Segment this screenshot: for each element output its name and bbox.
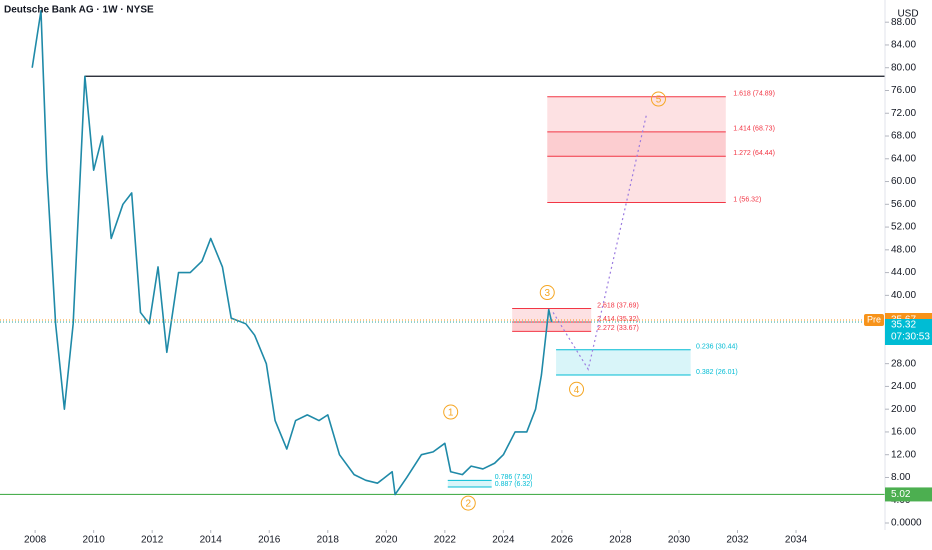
wave-label: 1 xyxy=(448,408,454,419)
last-tag-label: 35.32 xyxy=(891,320,916,331)
y-tick-label: 88.00 xyxy=(891,17,916,28)
projection-line xyxy=(552,113,648,371)
fib-label: 2.272 (33.67) xyxy=(597,325,639,332)
last-tag xyxy=(885,318,932,345)
x-tick-label: 2020 xyxy=(375,535,398,546)
fib-label: 0.786 (7.50) xyxy=(495,474,533,481)
x-tick-label: 2008 xyxy=(24,535,47,546)
x-tick-label: 2010 xyxy=(83,535,106,546)
y-tick-label: 8.00 xyxy=(891,472,911,483)
price-tag-label: 5.02 xyxy=(891,489,911,500)
y-tick-label: 44.00 xyxy=(891,267,916,278)
y-tick-label: 0.0000 xyxy=(891,518,922,529)
y-tick-label: 76.00 xyxy=(891,85,916,96)
y-tick-label: 48.00 xyxy=(891,244,916,255)
fib-label: 0.236 (30.44) xyxy=(696,344,738,351)
wave-label: 5 xyxy=(656,95,662,106)
y-tick-label: 56.00 xyxy=(891,199,916,210)
x-tick-label: 2034 xyxy=(785,535,808,546)
pre-badge-label: Pre xyxy=(867,314,881,324)
y-tick-label: 60.00 xyxy=(891,176,916,187)
fib-band xyxy=(512,321,592,332)
chart-title: Deutsche Bank AG · 1W · NYSE xyxy=(4,5,154,16)
wave-marker xyxy=(569,381,585,397)
x-tick-label: 2024 xyxy=(492,535,515,546)
fib-band xyxy=(447,480,492,488)
y-tick-label: 28.00 xyxy=(891,358,916,369)
price-tag xyxy=(885,487,932,502)
fib-band xyxy=(547,131,726,157)
wave-label: 2 xyxy=(465,499,471,510)
x-tick-label: 2030 xyxy=(668,535,691,546)
fib-label: 2.414 (35.32) xyxy=(597,316,639,323)
fib-label: 1.414 (68.73) xyxy=(733,126,775,133)
fib-band xyxy=(547,156,726,203)
x-tick-label: 2014 xyxy=(200,535,223,546)
y-tick-label: 12.00 xyxy=(891,449,916,460)
x-tick-label: 2028 xyxy=(609,535,632,546)
y-tick-label: 52.00 xyxy=(891,222,916,233)
y-tick-label: 84.00 xyxy=(891,40,916,51)
x-tick-label: 2016 xyxy=(258,535,281,546)
fib-band xyxy=(556,349,691,375)
y-tick-label: 72.00 xyxy=(891,108,916,119)
wave-label: 4 xyxy=(574,385,580,396)
fib-label: 0.382 (26.01) xyxy=(696,369,738,376)
y-tick-label: 64.00 xyxy=(891,153,916,164)
price-line xyxy=(31,10,553,496)
fib-band xyxy=(547,96,726,132)
fib-label: 1.272 (64.44) xyxy=(733,150,775,157)
plot-area: 1.618 (74.89) 1.414 (68.73) 1.272 (64.44) 1… xyxy=(0,10,885,511)
wave-marker xyxy=(443,404,459,420)
x-tick-label: 2022 xyxy=(434,535,457,546)
fib-label: 1.618 (74.89) xyxy=(733,91,775,98)
fib-label: 0.887 (6.32) xyxy=(495,481,533,488)
currency: USD xyxy=(897,9,918,20)
y-tick-label: 40.00 xyxy=(891,290,916,301)
y-tick-label: 68.00 xyxy=(891,131,916,142)
fib-label: 1 (56.32) xyxy=(733,196,761,203)
x-tick-label: 2032 xyxy=(726,535,749,546)
wave-marker xyxy=(650,91,666,107)
x-tick-label: 2026 xyxy=(551,535,574,546)
y-tick-label: 24.00 xyxy=(891,381,916,392)
fib-label: 2.618 (37.69) xyxy=(597,302,639,309)
x-tick-label: 2018 xyxy=(317,535,340,546)
x-tick-label: 2012 xyxy=(141,535,164,546)
countdown: 07:30:53 xyxy=(891,332,930,343)
y-tick-label: 20.00 xyxy=(891,404,916,415)
wave-label: 3 xyxy=(544,288,550,299)
wave-marker xyxy=(539,285,555,301)
y-tick-label: 80.00 xyxy=(891,62,916,73)
pre-badge xyxy=(864,314,884,327)
y-tick-label: 16.00 xyxy=(891,427,916,438)
wave-marker xyxy=(460,495,476,511)
fib-band xyxy=(512,308,592,322)
